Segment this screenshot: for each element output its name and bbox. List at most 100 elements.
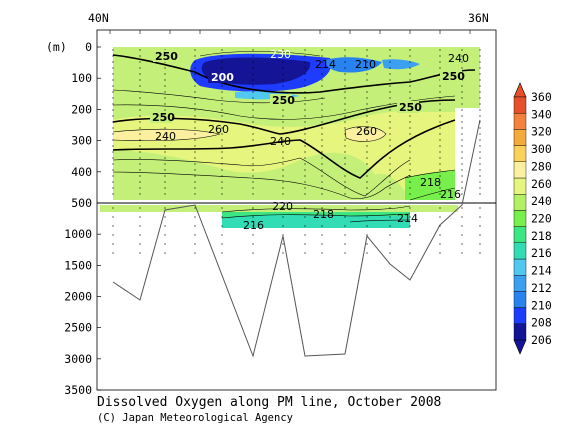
station-dot xyxy=(139,151,141,153)
station-dot xyxy=(112,91,114,93)
station-dot xyxy=(252,187,254,189)
station-dot xyxy=(112,175,114,177)
station-dot xyxy=(112,145,114,147)
station-dot xyxy=(409,252,411,254)
station-dot xyxy=(344,55,346,57)
station-dot xyxy=(221,97,223,99)
oxygen-field-lower xyxy=(100,205,458,228)
field-218-band xyxy=(405,170,455,200)
station-dot xyxy=(389,91,391,93)
station-dot xyxy=(164,157,166,159)
colorbar-tick-label: 208 xyxy=(531,316,552,330)
station-dot xyxy=(439,175,441,177)
station-dot xyxy=(479,139,481,141)
y-tick-label: 200 xyxy=(71,102,92,116)
station-dot xyxy=(461,61,463,63)
contour-250-upper xyxy=(112,54,476,94)
station-dot xyxy=(461,234,463,236)
station-dot xyxy=(439,243,441,245)
colorbar-segment xyxy=(513,226,527,244)
station-dot xyxy=(304,139,306,141)
station-dot xyxy=(461,225,463,227)
station-dot xyxy=(389,133,391,135)
contour-label: 250 xyxy=(399,101,422,114)
station-dot xyxy=(479,55,481,57)
station-dot xyxy=(366,169,368,171)
station-dot xyxy=(304,61,306,63)
station-dot xyxy=(366,151,368,153)
station-dot xyxy=(344,133,346,135)
contour-label: 216 xyxy=(440,188,461,201)
station-dot xyxy=(164,216,166,218)
station-dot xyxy=(479,133,481,135)
station-dot xyxy=(479,115,481,117)
station-dot xyxy=(139,55,141,57)
station-dot xyxy=(321,97,323,99)
station-dot xyxy=(344,225,346,227)
station-dot xyxy=(389,193,391,195)
station-dot xyxy=(389,139,391,141)
station-dot xyxy=(366,175,368,177)
bathymetry-line xyxy=(112,119,481,358)
station-dot xyxy=(479,169,481,171)
station-dot xyxy=(389,73,391,75)
station-dot xyxy=(479,175,481,177)
station-dot xyxy=(221,133,223,135)
station-dot xyxy=(164,151,166,153)
station-dot xyxy=(252,55,254,57)
lat-label-36n: 36N xyxy=(468,11,489,25)
station-dot xyxy=(479,67,481,69)
station-dot xyxy=(112,207,114,209)
contour-label: 230 xyxy=(270,48,291,61)
station-dot xyxy=(139,103,141,105)
station-dot xyxy=(139,163,141,165)
colorbar-segment xyxy=(513,96,527,114)
station-dot xyxy=(389,169,391,171)
station-dot xyxy=(389,121,391,123)
station-dot xyxy=(366,252,368,254)
station-dot xyxy=(252,169,254,171)
station-dot xyxy=(194,243,196,245)
station-dot xyxy=(304,181,306,183)
station-dot xyxy=(366,187,368,189)
station-dot xyxy=(389,207,391,209)
station-dot xyxy=(366,55,368,57)
station-dot xyxy=(194,127,196,129)
colorbar-tick-label: 240 xyxy=(531,194,552,208)
station-dot xyxy=(194,85,196,87)
station-dot xyxy=(366,61,368,63)
station-dot xyxy=(194,252,196,254)
station-dot xyxy=(304,207,306,209)
station-dot xyxy=(194,61,196,63)
contour-label: 218 xyxy=(313,208,334,221)
station-dot xyxy=(304,163,306,165)
station-dot xyxy=(389,145,391,147)
station-dot xyxy=(282,127,284,129)
station-dot xyxy=(479,127,481,129)
station-dot xyxy=(409,187,411,189)
station-dot xyxy=(139,181,141,183)
station-dot xyxy=(139,207,141,209)
station-dot xyxy=(221,91,223,93)
y-tick-label: 1000 xyxy=(64,227,92,241)
station-dot xyxy=(366,145,368,147)
station-dot xyxy=(112,85,114,87)
y-tick-labels: 0 100 200 300 400 500 1000 1500 2000 2500 3000 3500 xyxy=(64,40,101,397)
station-dot xyxy=(112,55,114,57)
station-dot xyxy=(194,115,196,117)
station-dot xyxy=(409,216,411,218)
station-dot xyxy=(139,225,141,227)
station-dot xyxy=(389,67,391,69)
station-dot xyxy=(221,85,223,87)
station-dot xyxy=(321,85,323,87)
y-tick-label: 3500 xyxy=(64,383,92,397)
station-dot xyxy=(304,225,306,227)
station-dot xyxy=(321,216,323,218)
station-dot xyxy=(479,145,481,147)
station-dot xyxy=(366,79,368,81)
oxygen-field xyxy=(113,47,480,200)
station-dot xyxy=(389,115,391,117)
station-dot xyxy=(409,97,411,99)
station-dot xyxy=(139,243,141,245)
